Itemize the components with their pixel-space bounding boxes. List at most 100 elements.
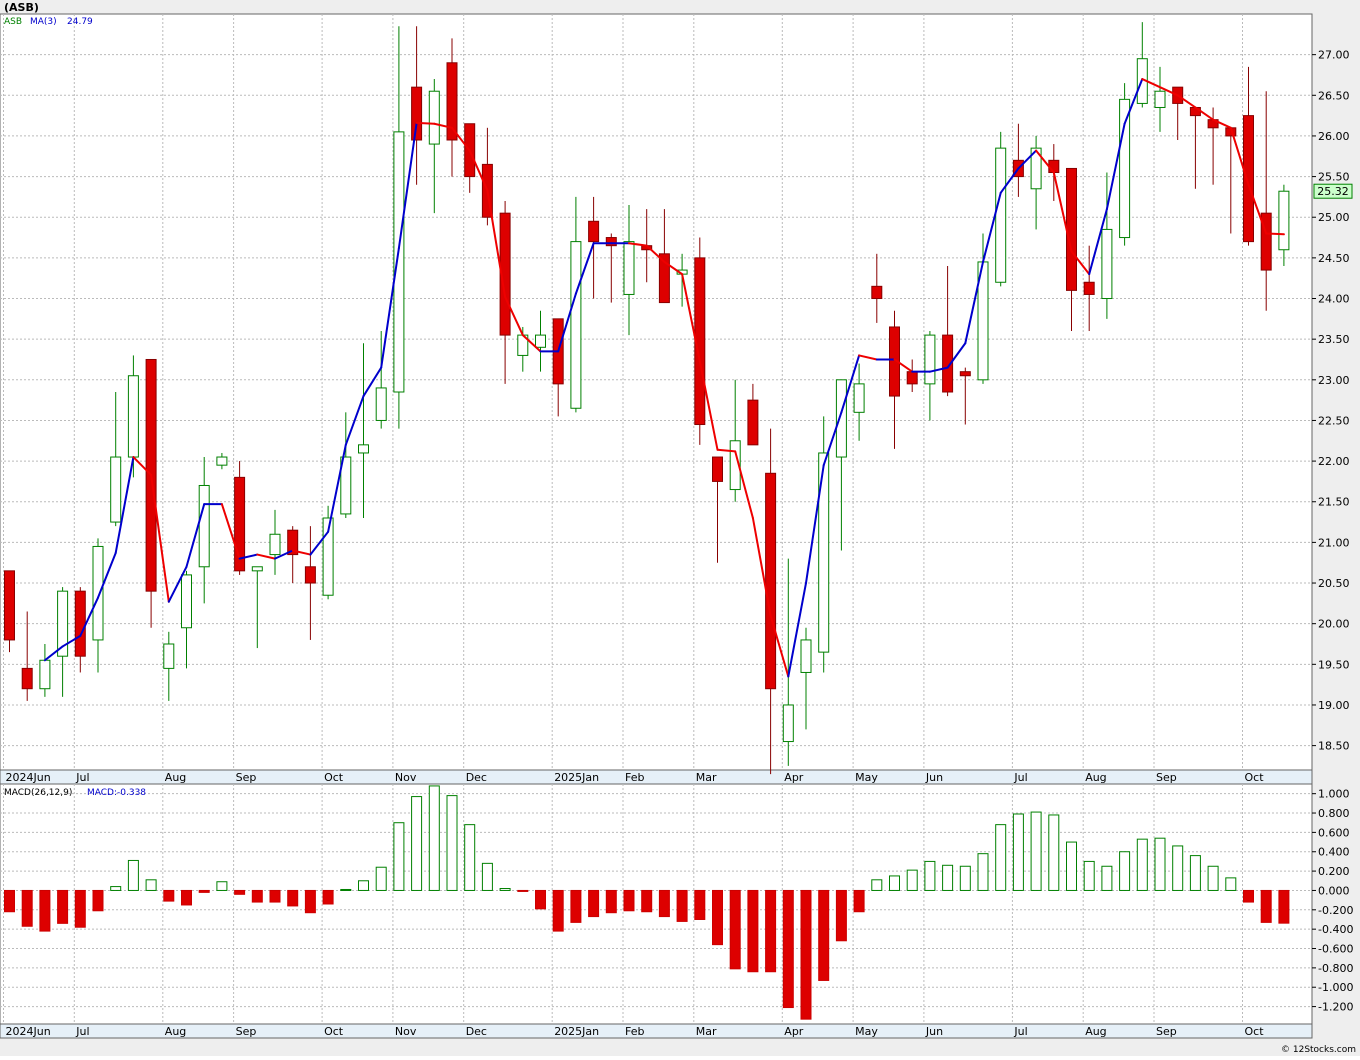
ma-line [43,78,1285,678]
macd-tick-label: -0.200 [1318,904,1353,917]
candle-down [942,334,954,393]
macd-y-axis: 1.000 0.800 0.600 0.400 0.200 0.000 -0.200 -0.4… [1312,788,1353,1014]
price-x-axis: 2024Jun Jul Aug Sep Oct Nov Dec 2025Jan Feb Mar Ap… [6,771,1265,784]
ma-segment [751,517,772,617]
ma-segment [964,260,984,345]
macd-bar-negative [588,889,600,918]
macd-bar-negative [322,889,334,905]
x-tick-label: Feb [625,771,644,784]
ma-segment [132,456,153,476]
candle-down [959,371,971,377]
candle-down [304,566,316,584]
x-tick-label: Jul [1013,771,1027,784]
ma-segment [1035,149,1055,174]
candle-up [57,590,69,657]
ma-segment [256,553,276,560]
macd-bar-negative [605,889,617,914]
candle-down [1083,281,1095,295]
macd-bar-negative [287,889,299,907]
ma-segment [380,247,400,369]
candle-up [198,484,210,568]
price-tick-label: 24.00 [1318,293,1350,306]
macd-bar-positive [1119,851,1131,891]
x-tick-label: Aug [1085,771,1106,784]
ma-segment [291,549,312,556]
candle-up [1154,90,1166,108]
candle-up [1101,228,1113,300]
macd-bar-negative [4,889,15,913]
ma-segment [1105,122,1126,211]
x-tick-label: Dec [466,1025,487,1038]
candle-up [92,545,104,641]
candle-up [623,241,635,295]
macd-bar-positive [1012,813,1024,891]
price-tick-label: 25.00 [1318,211,1350,224]
legend-macd-name: MACD(26,12,9) [4,788,72,798]
price-tick-label: 24.50 [1318,252,1350,265]
ma-segment [362,366,383,398]
price-tick-label: 25.50 [1318,171,1350,184]
candle-down [712,456,723,482]
macd-bar-positive [127,859,139,891]
candle-down [74,590,86,657]
macd-bar-negative [1243,889,1254,903]
candle-down [588,220,600,243]
legend-ma-value: 24.79 [67,17,93,27]
ma-segment [238,553,259,560]
candle-up [535,334,546,348]
ma-segment [397,121,418,250]
ma-segment [734,450,754,519]
ma-segment [681,273,701,363]
macd-bar-positive [481,862,493,891]
x-tick-label: Sep [1156,1025,1177,1038]
ma-segment [1141,78,1161,89]
candle-down [1048,159,1060,174]
x-tick-label: Dec [466,771,487,784]
candle-up [570,241,582,409]
ma-segment [150,473,170,603]
macd-bar-negative [800,889,812,1020]
ma-segment [327,443,347,533]
macd-bar-negative [747,889,759,973]
ma-segment [486,189,507,298]
ma-segment [663,260,684,276]
candle-down [1260,212,1272,271]
x-tick-label: 2024Jun [6,1025,51,1038]
macd-bar-negative [57,889,69,924]
price-tick-label: 23.00 [1318,374,1350,387]
price-tick-label: 19.00 [1318,699,1350,712]
ma-segment [858,354,878,361]
candle-down [21,667,33,690]
candle-up [127,375,139,458]
macd-bar-positive [1136,838,1148,891]
ma-segment [1052,171,1073,253]
x-tick-label: Sep [236,1025,257,1038]
macd-bar-negative [835,889,847,942]
macd-bar-negative [658,889,670,918]
x-tick-label: Oct [1245,1025,1265,1038]
ma-segment [79,596,99,637]
macd-bar-negative [1260,889,1272,923]
ma-segment [805,464,825,585]
price-y-axis: 18.50 19.00 19.50 20.00 20.50 21.00 21.50 22.00… [1312,49,1350,753]
x-tick-label: Feb [625,1025,644,1038]
macd-bar-negative [818,889,830,981]
x-tick-label: Sep [236,771,257,784]
candle-up [1119,98,1131,239]
candle-up [181,574,192,629]
x-tick-label: Jun [925,1025,943,1038]
candle-down [605,237,617,247]
candle-down [747,399,759,446]
x-tick-label: May [855,771,878,784]
macd-bar-positive [1048,814,1060,891]
candle-down [446,62,458,141]
price-tick-label: 18.50 [1318,740,1350,753]
x-tick-label: Mar [696,771,717,784]
candle-up [251,566,263,572]
x-tick-label: 2025Jan [554,771,599,784]
ma-segment [1194,106,1215,121]
macd-tick-label: 1.000 [1318,788,1350,801]
ma-segment [1229,126,1250,186]
macd-bar-negative [1278,889,1290,924]
macd-bar-positive [906,869,918,891]
